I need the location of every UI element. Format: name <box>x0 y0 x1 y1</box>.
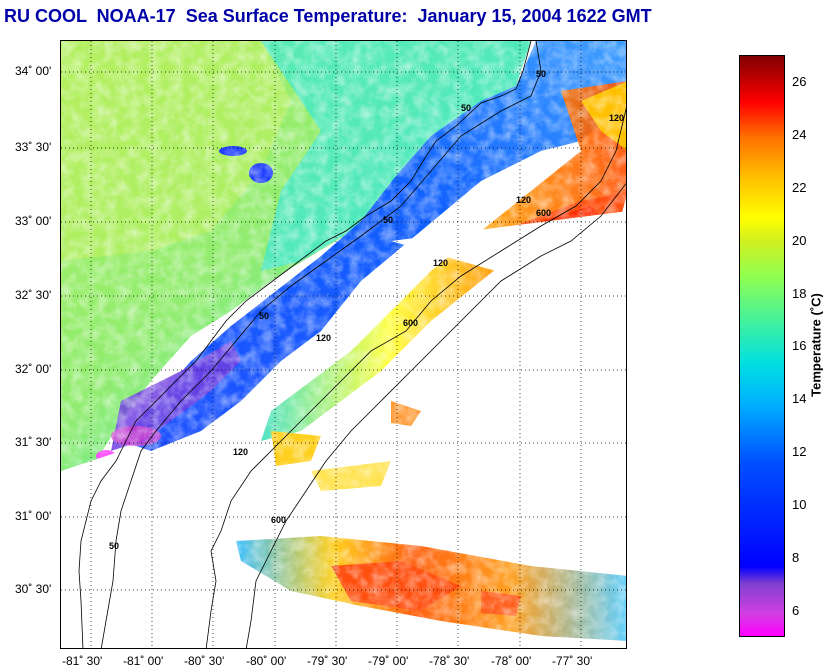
lat-label: 30˚ 30' <box>15 582 52 596</box>
lat-label: 31˚ 00' <box>15 509 52 523</box>
colorbar-tick: 20 <box>792 233 807 248</box>
lat-label: 32˚ 00' <box>15 362 52 376</box>
colorbar-tick: 18 <box>792 286 807 301</box>
lon-label: -78˚ 00' <box>491 654 532 668</box>
lon-label: -80˚ 00' <box>246 654 287 668</box>
colorbar-tick: 8 <box>792 550 800 565</box>
lon-label: -81˚ 30' <box>62 654 103 668</box>
contour-label-120-e: 120 <box>233 447 248 457</box>
lat-label: 33˚ 30' <box>15 140 52 154</box>
contour-label-50-e: 50 <box>109 541 119 551</box>
contour-label-120-d: 120 <box>316 333 331 343</box>
contour-label-600-b: 600 <box>403 318 418 328</box>
contour-label-600-c: 600 <box>271 515 286 525</box>
contour-label-50-c: 50 <box>383 215 393 225</box>
sst-image: 50 50 50 50 50 120 120 120 120 120 600 6… <box>61 41 626 648</box>
colorbar-label: Temperature (˚C) <box>808 293 824 397</box>
contour-label-120-c: 120 <box>433 258 448 268</box>
lat-label: 32˚ 30' <box>15 288 52 302</box>
contour-label-50-a: 50 <box>536 69 546 79</box>
contour-label-50-b: 50 <box>461 103 471 113</box>
colorbar-tick: 22 <box>792 180 807 195</box>
lon-label: -78˚ 30' <box>429 654 470 668</box>
lon-label: -81˚ 00' <box>123 654 164 668</box>
colorbar-tick: 14 <box>792 391 807 406</box>
colorbar-tick: 16 <box>792 338 807 353</box>
temperature-colorbar <box>739 55 785 637</box>
contour-label-600-a: 600 <box>536 208 551 218</box>
lat-label: 31˚ 30' <box>15 435 52 449</box>
contour-label-120-b: 120 <box>516 195 531 205</box>
lat-label: 34˚ 00' <box>15 64 52 78</box>
colorbar-tick: 26 <box>792 74 807 89</box>
contour-label-120-a: 120 <box>609 113 624 123</box>
contour-label-50-d: 50 <box>259 311 269 321</box>
colorbar-tick: 24 <box>792 127 807 142</box>
lon-label: -77˚ 30' <box>552 654 593 668</box>
map-title: RU COOL NOAA-17 Sea Surface Temperature:… <box>4 6 652 26</box>
colorbar-tick: 10 <box>792 497 807 512</box>
lat-label: 33˚ 00' <box>15 214 52 228</box>
sst-map[interactable]: 50 50 50 50 50 120 120 120 120 120 600 6… <box>60 40 627 649</box>
lon-label: -80˚ 30' <box>184 654 225 668</box>
lon-label: -79˚ 30' <box>307 654 348 668</box>
colorbar-tick: 6 <box>792 603 800 618</box>
colorbar-tick: 12 <box>792 444 807 459</box>
lon-label: -79˚ 00' <box>368 654 409 668</box>
